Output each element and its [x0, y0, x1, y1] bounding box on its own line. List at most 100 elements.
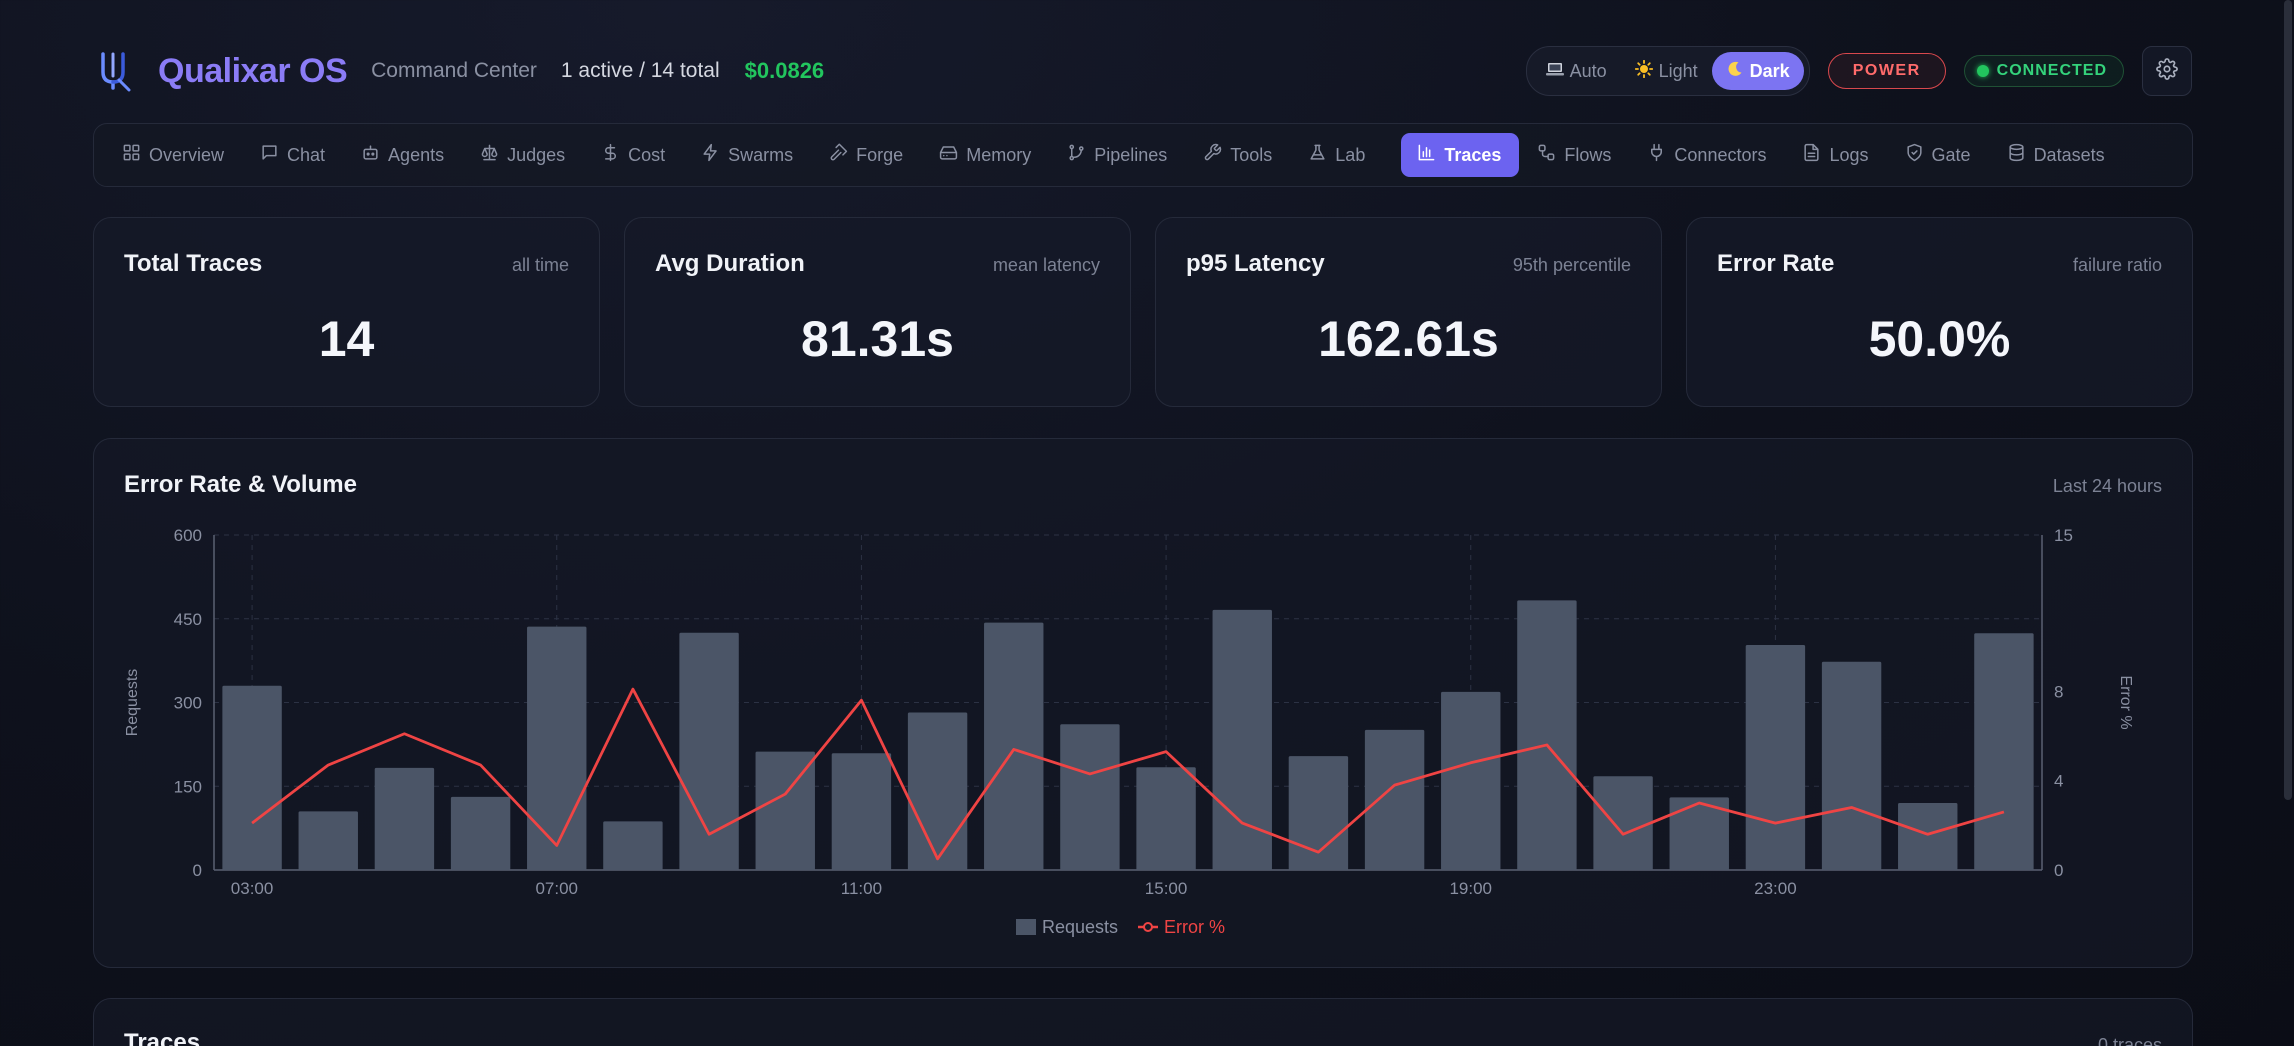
tab-label: Flows — [1564, 144, 1612, 165]
tab-label: Traces — [1444, 144, 1502, 165]
stat-title: Total Traces — [124, 250, 263, 277]
theme-light-button[interactable]: Light — [1621, 52, 1712, 90]
legend-label-error: Error % — [1164, 917, 1225, 937]
x-tick-label: 03:00 — [231, 879, 274, 898]
app-title: Qualixar OS — [158, 51, 348, 90]
y-tick-label-left: 300 — [174, 694, 202, 713]
bar-requests — [679, 632, 739, 870]
tab-logs[interactable]: Logs — [1802, 133, 1886, 177]
bar-requests — [831, 753, 892, 870]
tab-datasets[interactable]: Datasets — [2007, 133, 2123, 177]
error-volume-chart: 0 150 300 450 600 0 4 8 15 03:00 07:00 11:00 15:00 19… — [124, 526, 2134, 937]
stat-title: Error Rate — [1717, 250, 1835, 277]
total-cost: $0.0826 — [744, 58, 825, 83]
tab-label: Lab — [1335, 144, 1366, 165]
panel-title: Error Rate & Volume — [124, 471, 357, 498]
stat-hint: failure ratio — [2072, 255, 2162, 275]
tab-tools[interactable]: Tools — [1203, 133, 1290, 177]
x-tick-label: 07:00 — [535, 879, 578, 898]
stat-value: 14 — [318, 311, 375, 367]
session-count: 1 active / 14 total — [560, 59, 720, 82]
stat-card-p95-latency: p95 Latency 95th percentile 162.61s — [1155, 217, 1662, 407]
theme-dark-button[interactable]: Dark — [1711, 52, 1804, 90]
theme-switcher: Auto Light Dark — [1525, 46, 1810, 96]
x-tick-label: 23:00 — [1754, 879, 1797, 898]
bar-requests — [1364, 729, 1425, 870]
y-tick-label-right: 8 — [2054, 682, 2063, 701]
bar-requests — [755, 751, 815, 870]
tab-cost[interactable]: Cost — [601, 133, 683, 177]
bar-requests — [984, 622, 1044, 870]
tab-label: Judges — [507, 144, 566, 165]
hard-drive-icon — [939, 143, 958, 167]
tab-label: Tools — [1230, 144, 1273, 165]
stat-hint: all time — [511, 255, 569, 275]
panel-time-range: Last 24 hours — [2052, 476, 2162, 496]
bar-requests — [907, 712, 968, 870]
wrench-icon — [1203, 143, 1222, 167]
stat-hint: 95th percentile — [1512, 255, 1631, 275]
tab-traces[interactable]: Traces — [1401, 133, 1520, 177]
tab-label: Memory — [966, 144, 1032, 165]
traces-panel: Traces 0 traces — [93, 998, 2193, 1046]
tab-gate[interactable]: Gate — [1905, 133, 1989, 177]
tab-memory[interactable]: Memory — [939, 133, 1049, 177]
tab-chat[interactable]: Chat — [260, 133, 343, 177]
power-button[interactable]: POWER — [1827, 53, 1946, 89]
stat-value: 162.61s — [1318, 311, 1499, 367]
bar-requests — [1593, 776, 1653, 870]
error-rate-volume-panel: Error Rate & Volume Last 24 hours 0 150 30… — [93, 438, 2193, 968]
stat-title: Avg Duration — [655, 250, 805, 277]
workflow-icon — [1537, 143, 1556, 167]
theme-auto-label: Auto — [1569, 60, 1607, 81]
tab-forge[interactable]: Forge — [829, 133, 921, 177]
tab-agents[interactable]: Agents — [361, 133, 462, 177]
tab-lab[interactable]: Lab — [1308, 133, 1383, 177]
bar-requests — [1669, 797, 1729, 870]
bar-requests — [450, 796, 511, 870]
bar-requests — [603, 821, 663, 870]
tab-flows[interactable]: Flows — [1537, 133, 1629, 177]
tab-label: Chat — [287, 144, 326, 165]
connection-label: CONNECTED — [1996, 62, 2107, 79]
plug-icon — [1647, 143, 1666, 167]
theme-dark-label: Dark — [1749, 60, 1790, 81]
connection-status-badge: CONNECTED — [1963, 55, 2124, 87]
x-tick-label: 15:00 — [1145, 879, 1188, 898]
bar-requests — [1136, 767, 1196, 870]
tab-label: Forge — [856, 144, 904, 165]
traces-panel-title: Traces — [124, 1029, 201, 1046]
tab-connectors[interactable]: Connectors — [1647, 133, 1784, 177]
stat-card-total-traces: Total Traces all time 14 — [93, 217, 600, 407]
bot-icon — [361, 143, 380, 167]
y-tick-label-right: 4 — [2054, 772, 2063, 791]
tab-label: Cost — [628, 144, 666, 165]
database-icon — [2007, 143, 2026, 167]
app-subtitle: Command Center — [371, 59, 537, 82]
theme-auto-button[interactable]: Auto — [1532, 52, 1621, 90]
page-scrollbar[interactable] — [2284, 0, 2292, 800]
stat-value: 50.0% — [1868, 311, 2011, 367]
tab-judges[interactable]: Judges — [480, 133, 583, 177]
tab-pipelines[interactable]: Pipelines — [1067, 133, 1185, 177]
settings-button[interactable] — [2142, 46, 2192, 96]
moon-icon — [1726, 60, 1744, 83]
bar-requests — [1060, 724, 1120, 870]
zap-icon — [701, 143, 720, 167]
sun-icon — [1634, 59, 1653, 83]
tab-overview[interactable]: Overview — [122, 133, 242, 177]
hammer-icon — [829, 143, 848, 167]
tab-swarms[interactable]: Swarms — [701, 133, 811, 177]
flask-icon — [1308, 143, 1327, 167]
main-nav: Overview Chat Agents Judges Cost Swarms Forge M… — [93, 123, 2193, 187]
bar-requests — [1898, 803, 1958, 870]
legend-swatch-requests — [1016, 919, 1036, 935]
stat-hint: mean latency — [992, 255, 1100, 275]
bar-chart-icon — [1417, 143, 1436, 167]
bar-requests — [1745, 644, 1806, 870]
y-tick-label-right: 0 — [2054, 861, 2063, 880]
legend-marker-error — [1143, 922, 1153, 932]
theme-light-label: Light — [1658, 60, 1698, 81]
y-axis-title-left: Requests — [124, 669, 141, 737]
app-header: Qualixar OS Command Center 1 active / 14… — [94, 42, 2192, 100]
